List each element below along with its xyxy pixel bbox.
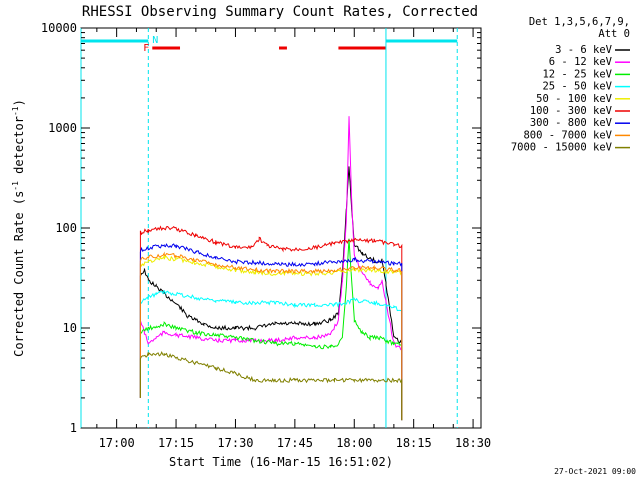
series-line: [139, 350, 403, 421]
y-tick-label: 10000: [41, 21, 77, 35]
series-line: [139, 238, 403, 421]
y-axis-label-end: ): [12, 99, 26, 106]
plot-frame: [80, 27, 482, 429]
x-tick-label: 17:30: [217, 436, 253, 450]
date-stamp: 27-Oct-2021 09:00: [554, 467, 636, 476]
series-line: [139, 290, 403, 421]
legend-entry-label: 25 - 50 keV: [542, 81, 612, 93]
legend-entry-label: 7000 - 15000 keV: [511, 142, 613, 154]
x-tick-label: 18:00: [336, 436, 372, 450]
y-axis-label: Corrected Count Rate (s-1 detector-1): [11, 99, 26, 357]
series-line: [139, 166, 403, 421]
y-axis-label-sup-2: -1: [11, 106, 20, 116]
series-lines: [139, 116, 403, 421]
x-tick-label: 17:45: [277, 436, 313, 450]
y-axis-label-mid: detector: [12, 116, 26, 181]
series-line: [139, 251, 403, 421]
flare-flag-label: F: [143, 43, 149, 54]
x-tick-label: 17:00: [99, 436, 135, 450]
y-tick-label: 1000: [48, 121, 77, 135]
y-axis: 1 10 100 1000 10000: [41, 21, 481, 435]
legend-entry-label: 6 - 12 keV: [549, 56, 613, 68]
series-line: [139, 225, 403, 421]
legend-header-line-2: Att 0: [598, 28, 630, 40]
y-tick-label: 1: [70, 421, 77, 435]
observing-flags: NF: [80, 28, 458, 428]
night-flag-label: N: [152, 35, 158, 46]
x-tick-label: 18:15: [396, 436, 432, 450]
x-axis-label: Start Time (16-Mar-15 16:51:02): [169, 455, 393, 469]
legend-entry-label: 800 - 7000 keV: [523, 129, 612, 141]
series-line: [139, 243, 403, 421]
x-axis: 17:00 17:15 17:30 17:45 18:00 18:15 18:30: [96, 28, 491, 450]
legend-entry-label: 50 - 100 keV: [536, 93, 613, 105]
x-tick-label: 17:15: [158, 436, 194, 450]
series-line: [139, 254, 403, 421]
y-tick-label: 100: [55, 221, 77, 235]
legend-entry-label: 100 - 300 keV: [530, 105, 613, 117]
legend-header-line-1: Det 1,3,5,6,7,9,: [529, 16, 630, 28]
legend-entry-label: 3 - 6 keV: [555, 44, 613, 56]
series-line: [139, 116, 403, 421]
y-axis-label-sup-1: -1: [11, 181, 20, 191]
chart-title: RHESSI Observing Summary Count Rates, Co…: [82, 4, 478, 20]
legend-entry-label: 300 - 800 keV: [530, 117, 613, 129]
x-tick-label: 18:30: [455, 436, 491, 450]
legend-entry-label: 12 - 25 keV: [542, 68, 612, 80]
y-axis-label-base: Corrected Count Rate (s: [12, 191, 26, 357]
y-tick-label: 10: [63, 321, 77, 335]
